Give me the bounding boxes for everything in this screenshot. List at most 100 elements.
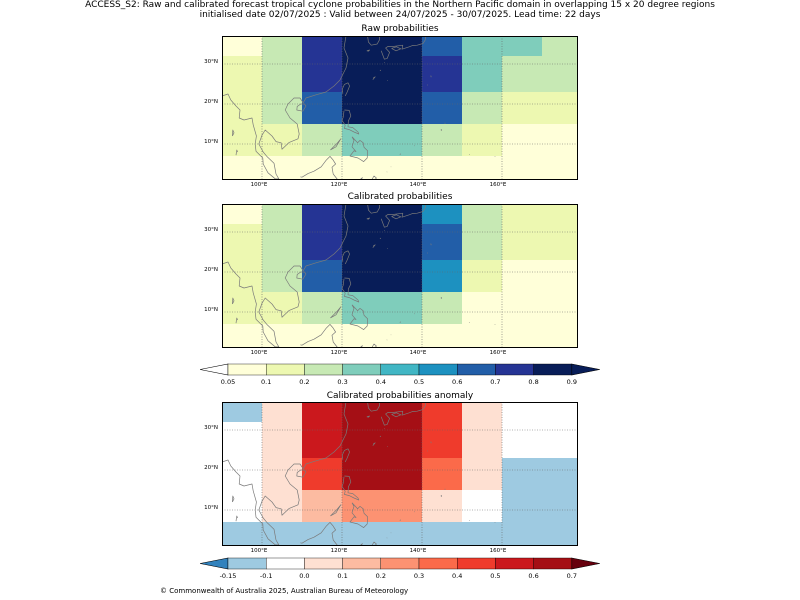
colorbar-tick-label: 0.4: [375, 378, 386, 386]
colorbar-tick-label: 0.1: [261, 378, 272, 386]
heatmap-cell: [262, 490, 303, 523]
heatmap-cell: [542, 402, 578, 423]
panel-raw-xtick: 100°E: [250, 182, 268, 188]
heatmap-cell: [422, 260, 463, 293]
colorbar-tick-label: 0.6: [528, 572, 539, 580]
heatmap-cell: [262, 92, 303, 125]
heatmap-cell: [502, 458, 543, 491]
panel-raw-xtick: 140°E: [409, 182, 427, 188]
panel-anomaly-ytick: 30°N: [204, 425, 218, 431]
colorbar-segment: [304, 557, 343, 570]
heatmap-cell: [462, 292, 503, 325]
colorbar-tick-label: 0.7: [490, 378, 501, 386]
heatmap-cell: [542, 324, 578, 348]
colorbar-tick-label: 0.3: [337, 378, 348, 386]
gridlines: [222, 204, 578, 348]
heatmap-cell: [502, 92, 543, 125]
heatmap-cell: [342, 204, 423, 225]
colorbar-tick-label: 0.9: [566, 378, 577, 386]
heatmap-cell: [502, 204, 543, 225]
heatmap-cell: [502, 224, 543, 261]
panel-raw-xtick: 160°E: [489, 182, 507, 188]
panel-calibrated-xtick: 100°E: [250, 350, 268, 356]
heatmap-cell: [422, 292, 463, 325]
colorbar-over-arrow: [571, 557, 600, 570]
heatmap-cell: [542, 490, 578, 523]
heatmap-cell: [302, 292, 343, 325]
heatmap-cell: [462, 402, 503, 423]
heatmap-cell: [502, 56, 543, 93]
heatmap-cell: [502, 522, 543, 546]
panel-anomaly-xtick: 160°E: [489, 548, 507, 554]
colorbar-segment: [418, 363, 458, 376]
heatmap-cell: [462, 522, 503, 546]
panel-raw-xtick: 120°E: [330, 182, 348, 188]
panel-raw-title: Raw probabilities: [361, 24, 439, 34]
heatmap-cell: [262, 422, 303, 459]
heatmap-cell: [422, 204, 463, 225]
heatmap-cell: [342, 522, 423, 546]
panel-anomaly-title: Calibrated probabilities anomaly: [326, 391, 474, 401]
heatmap-cell: [302, 36, 343, 57]
heatmap-cell: [542, 522, 578, 546]
heatmap-cell: [422, 56, 463, 93]
heatmap-cell: [302, 522, 343, 546]
heatmap-cell: [462, 260, 503, 293]
heatmap-cell: [302, 224, 343, 261]
heatmap-cell: [222, 204, 263, 225]
heatmap-cell: [262, 458, 303, 491]
colorbar-segment: [457, 363, 496, 376]
colorbar-tick-label: -0.15: [219, 572, 237, 580]
colorbar-tick-label: 0.8: [528, 378, 539, 386]
panel-calibrated-ytick: 10°N: [204, 307, 218, 313]
panel-calibrated-ytick: 30°N: [204, 227, 218, 233]
heatmap-cell: [262, 56, 303, 93]
colorbar-segment: [533, 363, 573, 376]
heatmap-cell: [262, 260, 303, 293]
colorbar-over-arrow: [571, 363, 600, 376]
heatmap-cell: [462, 490, 503, 523]
heatmap-cell: [502, 490, 543, 523]
panel-raw-ytick: 10°N: [204, 139, 218, 145]
heatmap-cell: [302, 92, 343, 125]
colorbar-tick-label: 0.2: [299, 378, 310, 386]
heatmap-cell: [262, 292, 303, 325]
heatmap-cell: [302, 204, 343, 225]
heatmap-cell: [342, 458, 423, 491]
colorbar-segment: [418, 557, 458, 570]
heatmap-cell: [542, 36, 578, 57]
colorbar-segment: [495, 363, 534, 376]
heatmap-cell: [542, 92, 578, 125]
heatmap-cell: [222, 156, 263, 180]
panel-raw-map: [222, 36, 578, 180]
heatmap-cell: [462, 224, 503, 261]
colorbar-tick-label: 0.6: [452, 378, 463, 386]
heatmap-cell: [262, 156, 303, 180]
colorbar-under-arrow: [200, 557, 229, 570]
heatmap-cell: [502, 292, 543, 325]
heatmap-cell: [422, 92, 463, 125]
colorbar-segment: [495, 557, 534, 570]
figure-subtitle: initialised date 02/07/2025 : Valid betw…: [199, 10, 601, 20]
heatmap-cell: [342, 92, 423, 125]
heatmap-cell: [342, 56, 423, 93]
heatmap-cell: [302, 458, 343, 491]
heatmap-cell: [302, 422, 343, 459]
colorbar-tick-label: 0.5: [413, 378, 425, 386]
heatmap-cell: [302, 260, 343, 293]
heatmap-cell: [342, 36, 423, 57]
probability-colorbar: [200, 363, 600, 376]
heatmap-cell: [462, 204, 503, 225]
heatmap-cell: [542, 422, 578, 459]
panel-anomaly-ytick: 20°N: [204, 465, 218, 471]
colorbar-segment: [265, 557, 305, 570]
heatmap-cell: [502, 124, 543, 157]
heatmap-cell: [262, 204, 303, 225]
heatmap-cell: [422, 124, 463, 157]
panel-calibrated-title: Calibrated probabilities: [347, 192, 453, 202]
figure-title: ACCESS_S2: Raw and calibrated forecast t…: [85, 0, 715, 10]
heatmap-cell: [342, 224, 423, 261]
colorbar-tick-label: 0.3: [413, 572, 425, 580]
panel-anomaly-ytick: 10°N: [204, 505, 218, 511]
heatmap-cell: [222, 324, 263, 348]
